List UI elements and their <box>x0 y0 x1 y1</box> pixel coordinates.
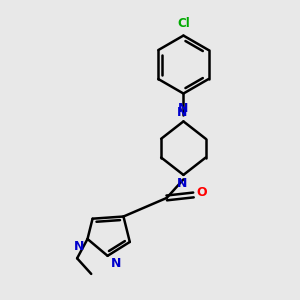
Text: N: N <box>177 106 187 119</box>
Text: O: O <box>196 186 207 199</box>
Text: N: N <box>178 102 188 116</box>
Text: N: N <box>74 241 84 254</box>
Text: Cl: Cl <box>177 17 190 30</box>
Text: N: N <box>110 257 121 270</box>
Text: N: N <box>177 177 187 190</box>
